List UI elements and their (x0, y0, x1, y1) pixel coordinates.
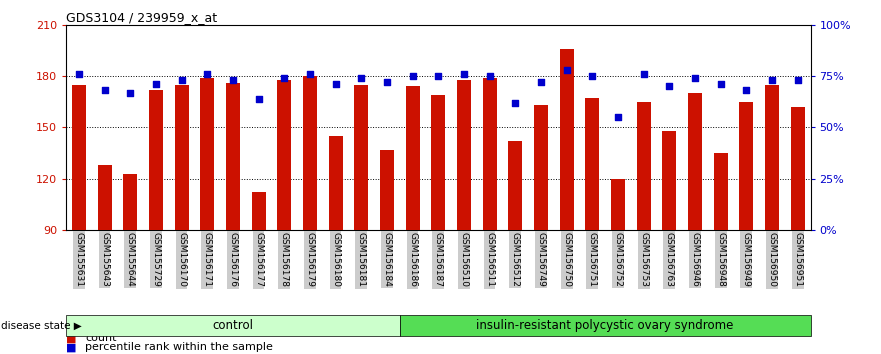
Bar (252, 193, 266, 230)
Point (380, 79, 394, 85)
Text: GSM156512: GSM156512 (511, 232, 520, 287)
Text: GSM156751: GSM156751 (588, 232, 596, 287)
Text: GSM156187: GSM156187 (433, 232, 443, 287)
Point (431, 73, 445, 79)
Text: GSM155643: GSM155643 (100, 232, 109, 287)
Bar (483, 78, 497, 230)
Text: GSM156177: GSM156177 (254, 232, 263, 287)
Point (278, 75, 292, 81)
Text: GSM156176: GSM156176 (228, 232, 238, 287)
Point (585, 73, 599, 79)
Point (457, 71, 471, 77)
Text: GDS3104 / 239959_x_at: GDS3104 / 239959_x_at (66, 11, 218, 24)
Text: GSM156180: GSM156180 (331, 232, 340, 287)
Bar (123, 173, 137, 230)
Point (72, 71, 86, 77)
Point (559, 67, 574, 73)
Bar (688, 93, 702, 230)
Point (149, 81, 163, 87)
Text: GSM156949: GSM156949 (742, 232, 751, 287)
Text: GSM156184: GSM156184 (382, 232, 391, 287)
Text: GSM156170: GSM156170 (177, 232, 186, 287)
Text: ■: ■ (66, 342, 77, 352)
Text: GSM156511: GSM156511 (485, 232, 494, 287)
Bar (200, 78, 214, 230)
Point (714, 81, 728, 87)
Point (483, 73, 497, 79)
Text: GSM156752: GSM156752 (613, 232, 623, 287)
Bar (149, 90, 163, 230)
Point (405, 73, 419, 79)
Text: GSM156948: GSM156948 (716, 232, 725, 287)
Text: ■: ■ (66, 333, 77, 343)
Text: GSM156179: GSM156179 (306, 232, 315, 287)
Point (611, 114, 625, 120)
Text: disease state ▶: disease state ▶ (1, 321, 82, 331)
Point (252, 96, 266, 102)
Bar (174, 85, 189, 230)
Point (354, 75, 368, 81)
Bar (790, 107, 804, 230)
Bar (354, 85, 368, 230)
Text: GSM155729: GSM155729 (152, 232, 160, 287)
Text: insulin-resistant polycystic ovary syndrome: insulin-resistant polycystic ovary syndr… (477, 319, 734, 332)
Point (123, 90, 137, 95)
Bar (98, 165, 112, 230)
Text: GSM156510: GSM156510 (460, 232, 469, 287)
Bar (739, 102, 753, 230)
Point (303, 71, 317, 77)
Text: control: control (212, 319, 254, 332)
Bar (72, 85, 86, 230)
Text: GSM156951: GSM156951 (793, 232, 803, 287)
Point (329, 81, 343, 87)
Point (765, 78, 779, 83)
Text: percentile rank within the sample: percentile rank within the sample (85, 342, 273, 352)
Bar (534, 105, 548, 230)
Bar (303, 76, 317, 230)
Text: GSM156950: GSM156950 (767, 232, 776, 287)
Bar (585, 98, 599, 230)
Text: GSM156753: GSM156753 (639, 232, 648, 287)
Text: GSM155631: GSM155631 (74, 232, 84, 287)
Text: GSM156763: GSM156763 (665, 232, 674, 287)
Point (200, 71, 214, 77)
Bar (457, 80, 471, 230)
Bar (278, 80, 292, 230)
Bar (508, 141, 522, 230)
Bar (329, 136, 343, 230)
Bar (663, 131, 677, 230)
Point (739, 88, 753, 93)
Point (663, 84, 677, 89)
Point (790, 78, 804, 83)
Bar (611, 179, 625, 230)
Bar (431, 95, 446, 230)
Point (637, 71, 651, 77)
Text: GSM156171: GSM156171 (203, 232, 211, 287)
Bar (559, 49, 574, 230)
Point (226, 78, 240, 83)
Text: count: count (85, 333, 117, 343)
Text: GSM156186: GSM156186 (408, 232, 417, 287)
Text: GSM156946: GSM156946 (691, 232, 700, 287)
Point (508, 100, 522, 105)
Bar (226, 83, 240, 230)
Bar (405, 86, 419, 230)
Bar (765, 85, 779, 230)
Point (534, 79, 548, 85)
Point (98, 88, 112, 93)
Bar (637, 102, 651, 230)
Bar (380, 150, 394, 230)
Text: GSM155644: GSM155644 (126, 232, 135, 287)
Point (174, 78, 189, 83)
Text: GSM156749: GSM156749 (537, 232, 545, 287)
Bar (714, 153, 728, 230)
Point (688, 75, 702, 81)
Text: GSM156181: GSM156181 (357, 232, 366, 287)
Text: GSM156178: GSM156178 (280, 232, 289, 287)
Text: GSM156750: GSM156750 (562, 232, 571, 287)
